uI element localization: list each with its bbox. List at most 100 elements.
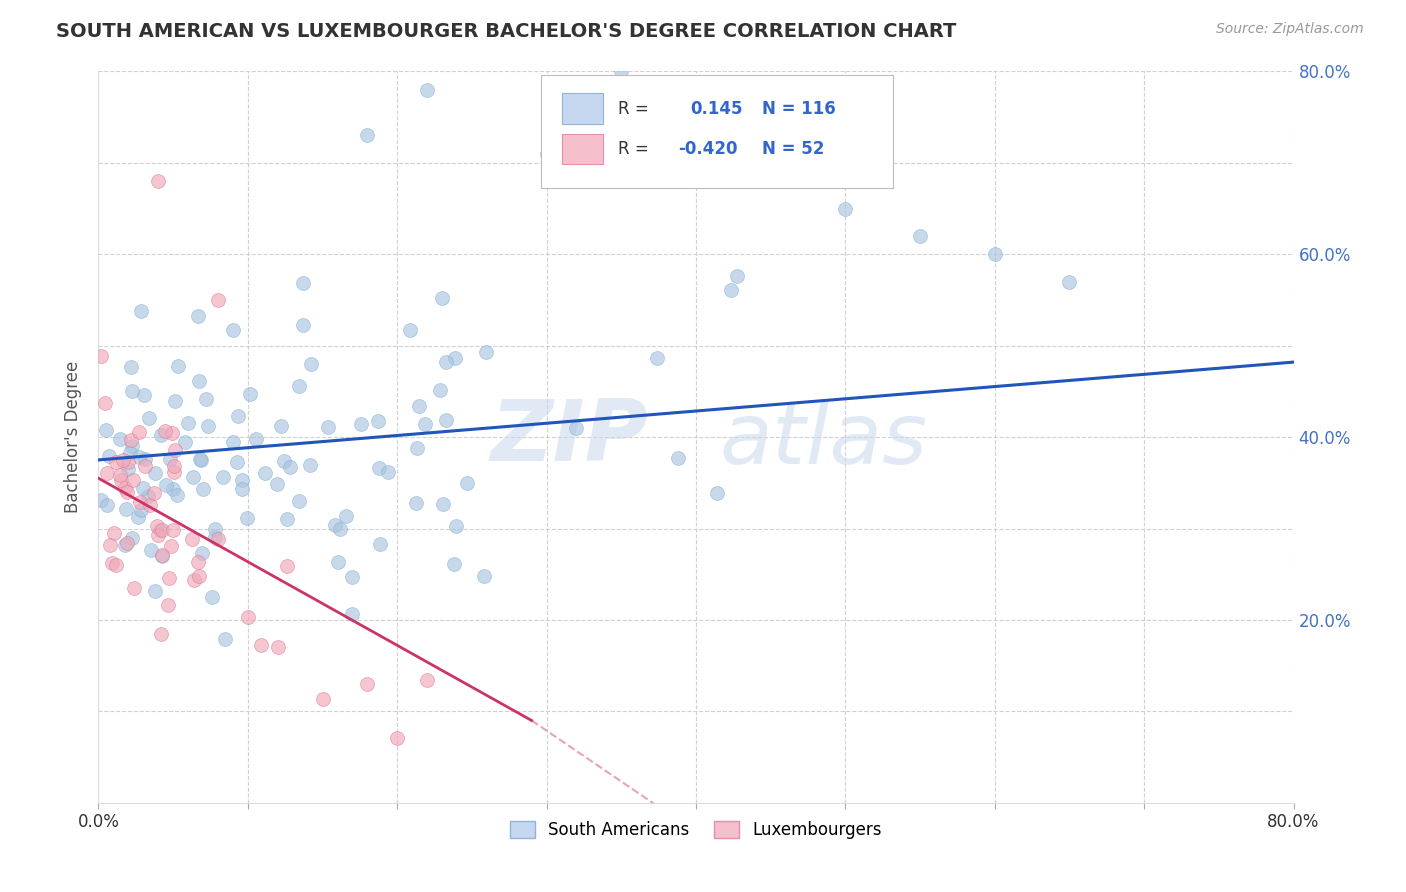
Point — [160, 425, 183, 440]
Point — [163, 459, 186, 474]
Point — [645, 351, 668, 365]
Point — [207, 532, 229, 546]
Point — [214, 632, 236, 647]
Point — [191, 482, 214, 496]
Point — [153, 425, 176, 439]
Point — [385, 731, 409, 745]
Point — [187, 555, 209, 569]
Point — [434, 355, 457, 369]
Point — [114, 502, 136, 516]
Point — [276, 512, 298, 526]
Point — [150, 549, 173, 564]
Point — [299, 357, 322, 371]
Point — [132, 388, 155, 402]
Point — [197, 418, 219, 433]
Point — [98, 449, 121, 463]
Point — [191, 546, 214, 560]
Point — [298, 458, 321, 472]
Point — [166, 488, 188, 502]
Point — [121, 531, 143, 545]
Point — [150, 627, 173, 641]
Point — [444, 351, 467, 365]
Text: R =: R = — [619, 100, 650, 118]
Point — [104, 558, 127, 572]
Point — [536, 146, 558, 161]
Text: 0.145: 0.145 — [690, 100, 742, 118]
Point — [174, 435, 197, 450]
Point — [187, 569, 209, 583]
Point — [104, 455, 127, 469]
Point — [139, 542, 162, 557]
Point — [159, 452, 181, 467]
Point — [908, 229, 931, 244]
Point — [96, 498, 118, 512]
Point — [121, 439, 143, 453]
Point — [212, 470, 235, 484]
Point — [200, 591, 222, 605]
Point — [370, 537, 392, 551]
Point — [180, 533, 202, 547]
Point — [207, 293, 229, 307]
Point — [150, 549, 173, 563]
Point — [236, 610, 259, 624]
Point — [456, 476, 478, 491]
Point — [165, 442, 187, 457]
Point — [236, 510, 259, 524]
Point — [120, 359, 142, 374]
Text: atlas: atlas — [720, 400, 928, 483]
Point — [142, 486, 165, 500]
Point — [804, 137, 827, 152]
Point — [90, 493, 112, 508]
Point — [222, 435, 245, 450]
Point — [188, 375, 211, 389]
Point — [122, 474, 145, 488]
Point — [323, 517, 346, 532]
Point — [406, 442, 429, 456]
Point — [245, 432, 267, 446]
Point — [162, 465, 184, 479]
Point — [148, 523, 170, 537]
Point — [316, 420, 339, 434]
Point — [134, 451, 156, 466]
Text: Source: ZipAtlas.com: Source: ZipAtlas.com — [1216, 22, 1364, 37]
Point — [231, 473, 253, 487]
Point — [329, 522, 352, 536]
Point — [399, 323, 422, 337]
Point — [685, 174, 707, 188]
Point — [150, 523, 173, 537]
Point — [367, 414, 389, 428]
Point — [167, 359, 190, 373]
Point — [292, 318, 315, 333]
Point — [266, 476, 288, 491]
Point — [984, 247, 1007, 261]
Point — [150, 428, 173, 442]
Point — [429, 383, 451, 397]
Point — [405, 495, 427, 509]
Point — [278, 459, 301, 474]
Point — [120, 434, 142, 448]
Point — [356, 676, 378, 690]
Point — [127, 509, 149, 524]
Point — [183, 573, 205, 587]
Point — [1059, 275, 1081, 289]
Point — [204, 530, 226, 544]
Point — [221, 323, 243, 337]
Point — [231, 483, 253, 497]
Point — [146, 528, 169, 542]
Text: N = 52: N = 52 — [762, 140, 824, 158]
Point — [834, 202, 856, 216]
Point — [239, 387, 262, 401]
Point — [350, 417, 373, 431]
Point — [132, 482, 155, 496]
Point — [110, 473, 132, 487]
Text: N = 116: N = 116 — [762, 100, 835, 118]
Legend: South Americans, Luxembourgers: South Americans, Luxembourgers — [503, 814, 889, 846]
Point — [96, 466, 118, 480]
Point — [187, 310, 209, 324]
Point — [136, 489, 159, 503]
Point — [98, 538, 121, 552]
Text: -0.420: -0.420 — [678, 140, 738, 158]
Point — [326, 555, 349, 569]
Text: ZIP: ZIP — [491, 395, 648, 479]
Point — [117, 462, 139, 476]
